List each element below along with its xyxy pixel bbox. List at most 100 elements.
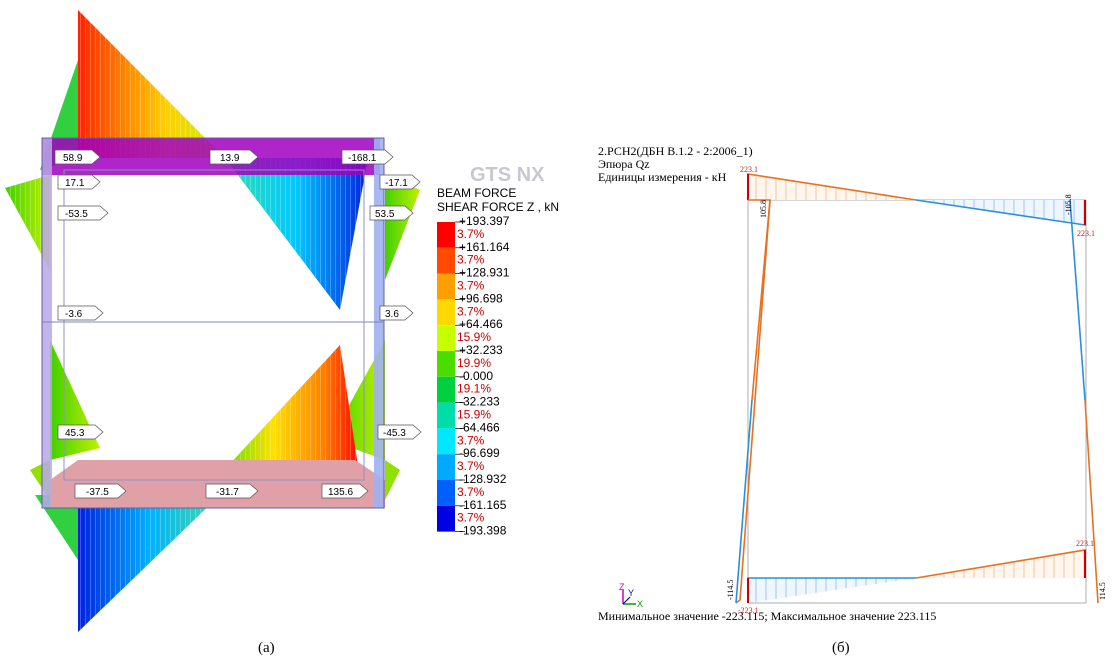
legend-percent-11: 3.7%: [457, 511, 485, 525]
legend-bar-4: [437, 325, 455, 351]
legend-title-1: BEAM FORCE: [437, 186, 516, 200]
frame-inner-outline: [63, 169, 365, 481]
svg-text:-31.7: -31.7: [216, 487, 239, 498]
right-column-diagram: [1069, 199, 1099, 604]
svg-text:Y: Y: [628, 588, 634, 598]
left-lower-diagram: [50, 340, 100, 460]
legend-value-9: -96.699: [459, 446, 500, 460]
label-b-bl-side: -114.5: [726, 580, 735, 600]
legend-percent-4: 15.9%: [457, 330, 491, 344]
legend-value-6: -0.000: [459, 369, 493, 383]
legend-percent-5: 19.9%: [457, 356, 491, 370]
legend-value-8: -64.466: [459, 420, 500, 434]
legend-bar-8: [437, 428, 455, 455]
legend-percent-0: 3.7%: [457, 227, 485, 241]
label-b-br-top: 223.1: [1076, 539, 1094, 548]
legend-bar-10: [437, 480, 455, 506]
axes-triad-icon: Z Y X: [619, 582, 643, 609]
caption-a: (a): [258, 640, 275, 656]
legend-percent-3: 3.7%: [457, 304, 485, 318]
panel-b-header-2: Эпюра Qz: [598, 157, 650, 171]
panel-b-footer: Минимальное значение -223.115; Максималь…: [598, 609, 936, 623]
legend-color-bars: [437, 222, 455, 532]
legend-value-12: -193.398: [459, 524, 507, 538]
bottom-beam-diagram: [747, 549, 1086, 603]
legend-value-4: +64.466: [459, 317, 503, 331]
legend-value-11: -161.165: [459, 498, 507, 512]
legend-bar-2: [437, 273, 455, 300]
legend-percent-7: 15.9%: [457, 408, 491, 422]
label-bot-left: -37.5: [74, 483, 127, 499]
legend: GTS NX BEAM FORCE SHEAR FORCE Z , kN +19…: [437, 164, 559, 538]
legend-percent-10: 3.7%: [457, 485, 485, 499]
top-shear-diagram-hatch: [78, 10, 225, 158]
svg-text:-17.1: -17.1: [385, 178, 408, 189]
label-bot-mid: -31.7: [205, 483, 259, 499]
label-right-1: -17.1: [379, 174, 421, 190]
legend-percent-1: 3.7%: [457, 253, 485, 267]
label-b-tr-side: -105.8: [1064, 194, 1073, 215]
legend-percent-2: 3.7%: [457, 279, 485, 293]
label-top-mid: 13.9: [209, 149, 259, 165]
label-top-right: -168.1: [341, 149, 394, 165]
left-column-diagram: [735, 199, 771, 604]
label-bot-right: 135.6: [321, 483, 369, 499]
label-b-bl-low: -223.1: [738, 606, 759, 615]
svg-text:13.9: 13.9: [220, 153, 240, 164]
legend-bar-1: [437, 247, 455, 274]
legend-value-2: +128.931: [459, 266, 510, 280]
top-beam-diagram: [747, 173, 1086, 226]
legend-value-1: +161.164: [459, 240, 510, 254]
legend-bar-11: [437, 505, 455, 532]
label-b-br-side: 114.5: [1098, 582, 1107, 600]
svg-text:-53.5: -53.5: [65, 209, 88, 220]
svg-text:-45.3: -45.3: [383, 428, 406, 439]
svg-text:-3.6: -3.6: [65, 309, 83, 320]
svg-text:53.5: 53.5: [375, 209, 395, 220]
svg-text:3.6: 3.6: [385, 309, 399, 320]
top-right-shear-diagram-hatch: [225, 158, 368, 310]
panel-b-header-1: 2.РСН2(ДБН В.1.2 - 2:2006_1): [598, 144, 753, 158]
svg-text:135.6: 135.6: [328, 487, 353, 498]
right-column: [374, 138, 384, 508]
label-right-2: 53.5: [369, 205, 414, 221]
frame-outline: [41, 137, 385, 509]
svg-text:-37.5: -37.5: [86, 487, 109, 498]
svg-text:17.1: 17.1: [65, 178, 85, 189]
legend-bar-7: [437, 402, 455, 429]
bottom-left-wedge: [35, 495, 78, 560]
left-column: [42, 138, 52, 508]
legend-percent-9: 3.7%: [457, 459, 485, 473]
legend-value-10: -128.932: [459, 472, 507, 486]
label-left-3: -3.6: [57, 305, 104, 321]
legend-title-2: SHEAR FORCE Z , kN: [437, 200, 559, 214]
svg-text:X: X: [637, 599, 643, 609]
label-left-4: 45.3: [57, 424, 104, 440]
left-upper-diagram-hatch: [5, 175, 50, 270]
panel-a-diagram: 58.9 13.9 -168.1 17.1 -53.5 -3.6 45.3: [5, 10, 422, 632]
bottom-right-shear-diagram-hatch: [215, 345, 360, 480]
right-upper-diagram: [385, 175, 420, 280]
legend-values: +193.397 +161.164 +128.931 +96.698 +64.466 +3…: [455, 214, 510, 538]
svg-text:Z: Z: [619, 582, 625, 592]
right-lower-diagram-b: [385, 460, 400, 500]
gts-nx-logo: GTS NX: [470, 164, 545, 186]
legend-bar-3: [437, 299, 455, 326]
label-b-tl-top: 223.1: [740, 165, 758, 174]
bottom-beam-haunch: [50, 460, 385, 480]
label-right-4: -45.3: [377, 424, 422, 440]
label-b-tl-side: 105.8: [759, 200, 768, 218]
legend-bar-6: [437, 376, 455, 403]
label-right-3: 3.6: [379, 305, 414, 321]
legend-bar-0: [437, 222, 455, 248]
legend-percent-8: 3.7%: [457, 433, 485, 447]
svg-text:58.9: 58.9: [63, 153, 83, 164]
legend-bar-5: [437, 351, 455, 377]
bottom-left-shear-diagram-hatch: [78, 495, 220, 632]
legend-percent-6: 19.1%: [457, 382, 491, 396]
label-top-left: 58.9: [54, 149, 101, 165]
legend-bar-9: [437, 454, 455, 480]
svg-text:45.3: 45.3: [65, 428, 85, 439]
legend-value-0: +193.397: [459, 214, 510, 228]
